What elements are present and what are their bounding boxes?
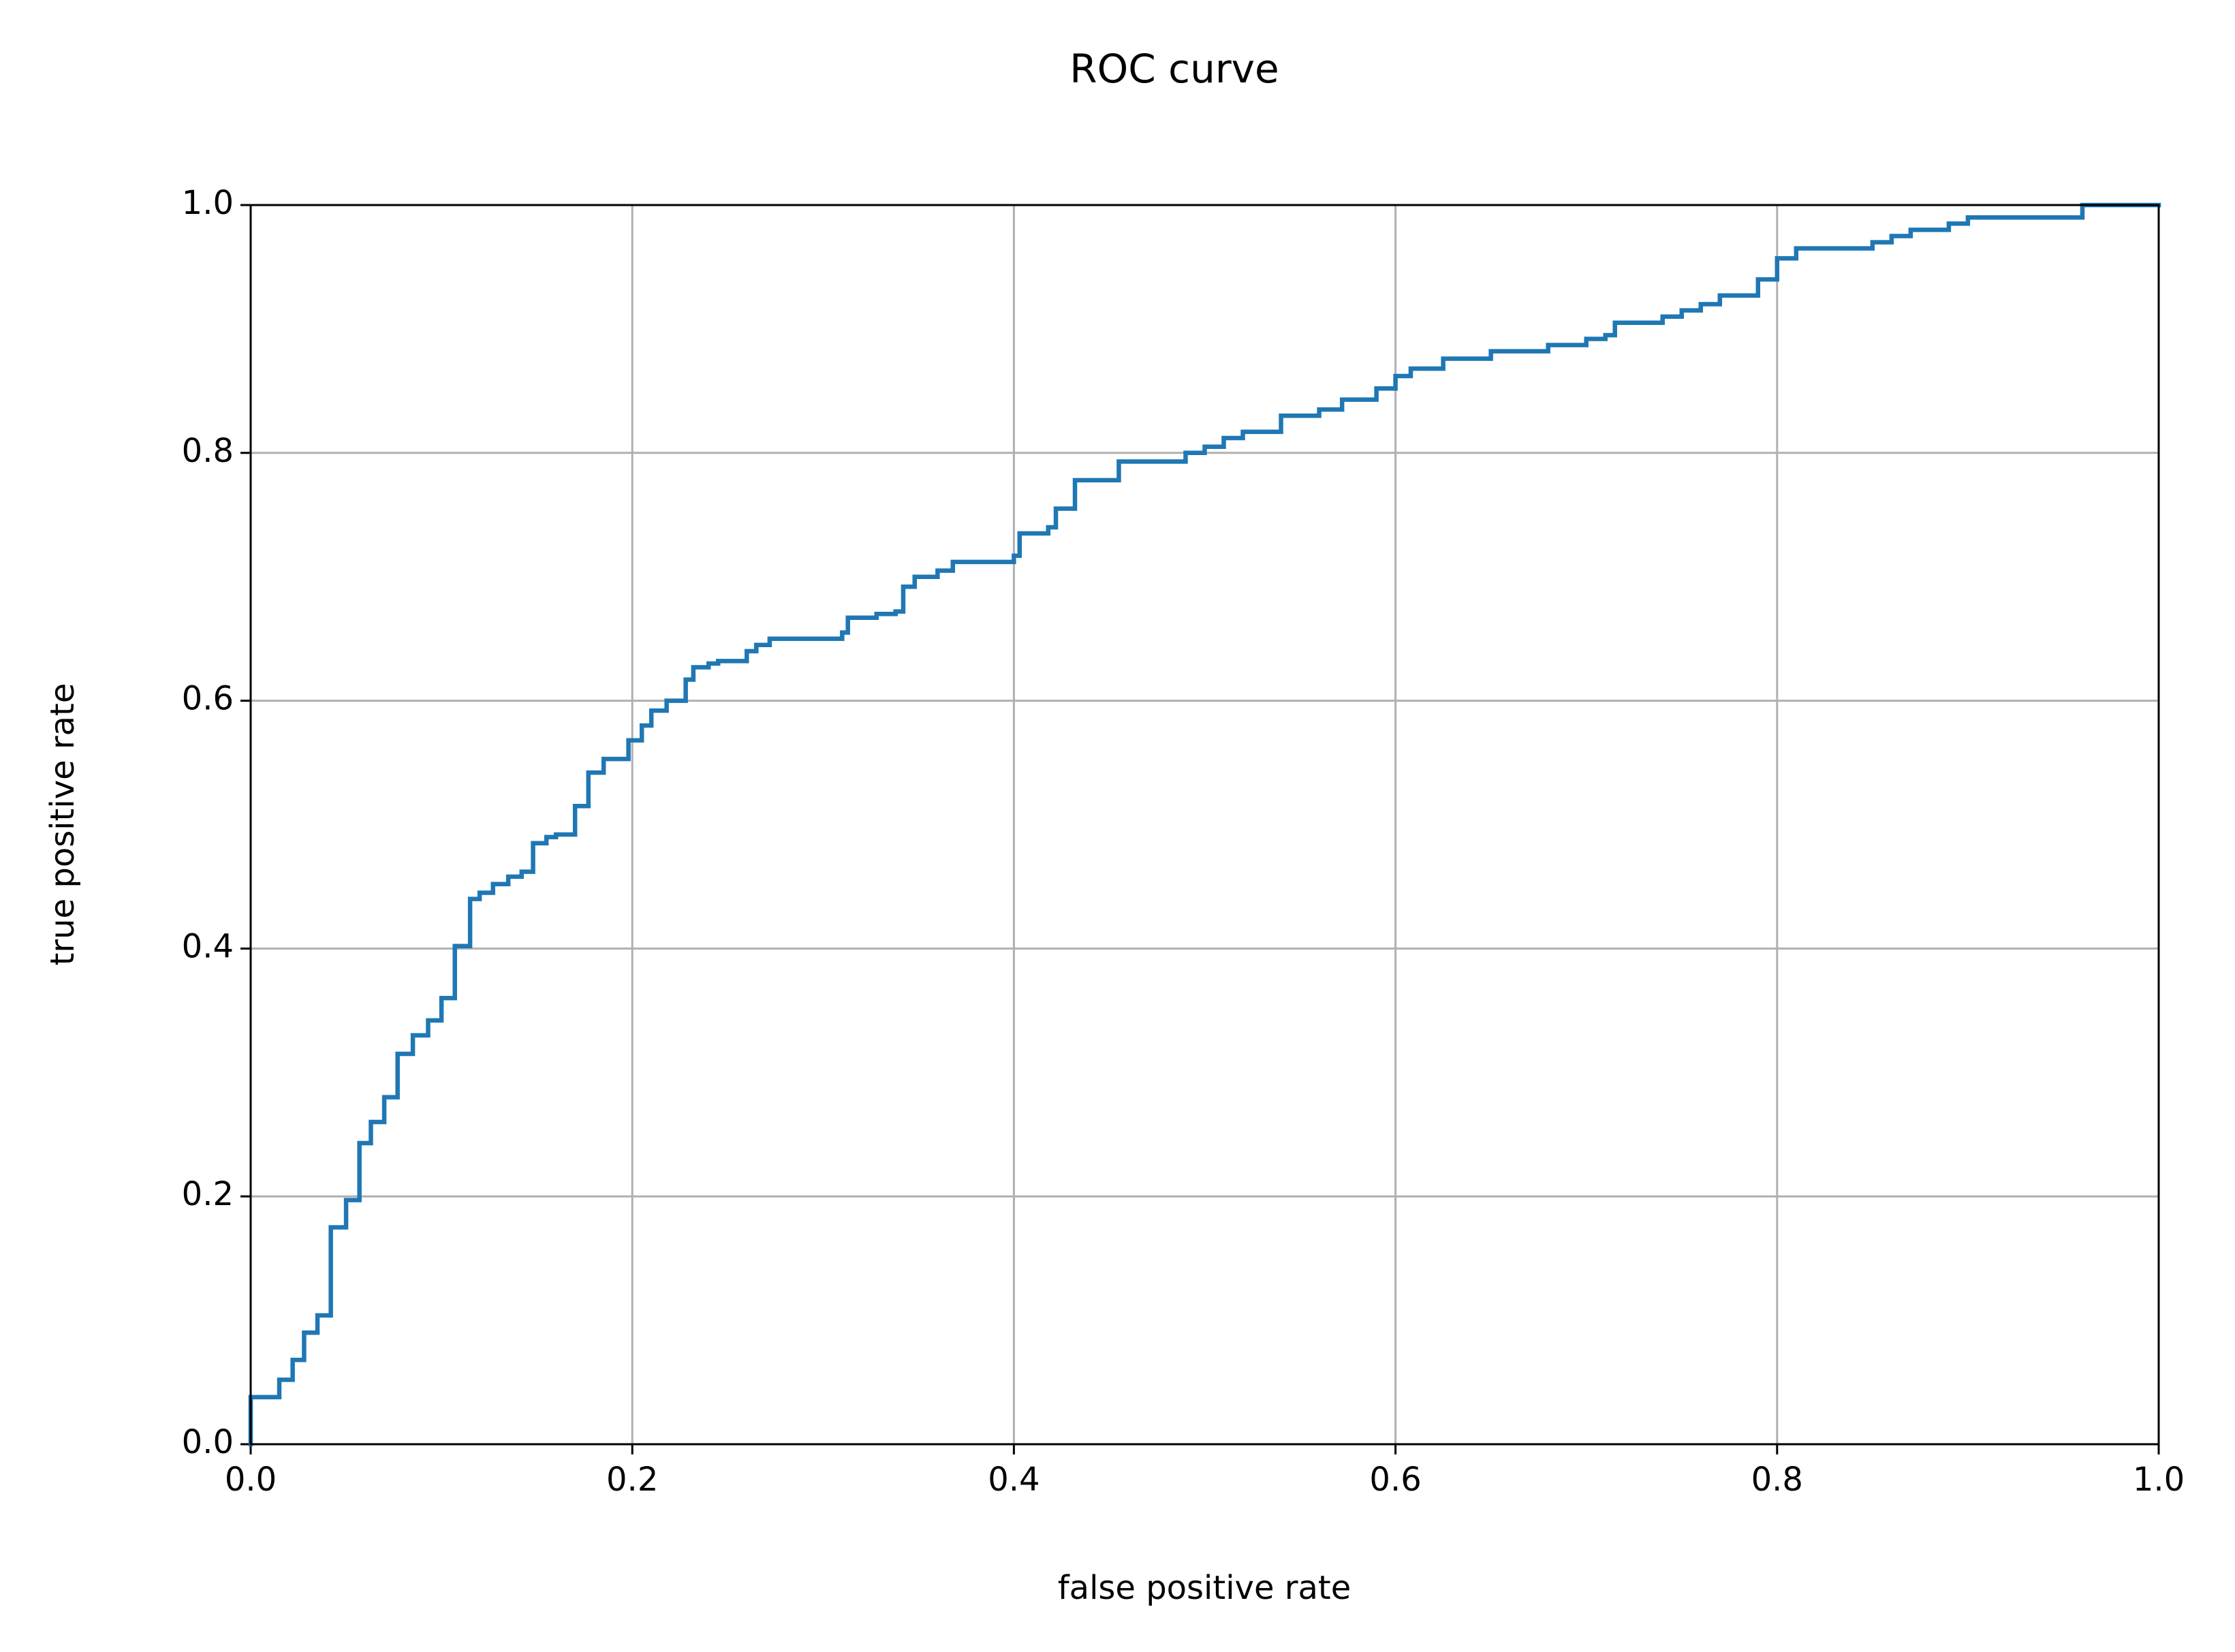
x-tick-label: 1.0 [2133, 1461, 2185, 1499]
x-tick-label: 0.8 [1751, 1461, 1803, 1499]
y-tick-label: 1.0 [182, 184, 234, 222]
y-tick-label: 0.8 [182, 432, 234, 470]
x-tick-label: 0.0 [225, 1461, 277, 1499]
y-tick-label: 0.4 [182, 927, 234, 965]
x-tick-label: 0.6 [1369, 1461, 1421, 1499]
y-tick-label: 0.6 [182, 680, 234, 718]
y-tick-label: 0.2 [182, 1175, 234, 1213]
chart-title: ROC curve [1069, 46, 1279, 92]
y-tick-label: 0.0 [182, 1423, 234, 1461]
x-tick-label: 0.2 [606, 1461, 658, 1499]
y-axis-label: true positive rate [44, 683, 82, 966]
roc-line [248, 202, 2161, 1447]
x-axis-label: false positive rate [1058, 1569, 1351, 1607]
plot-frame [249, 204, 2160, 1446]
x-tick-label: 0.4 [988, 1461, 1040, 1499]
